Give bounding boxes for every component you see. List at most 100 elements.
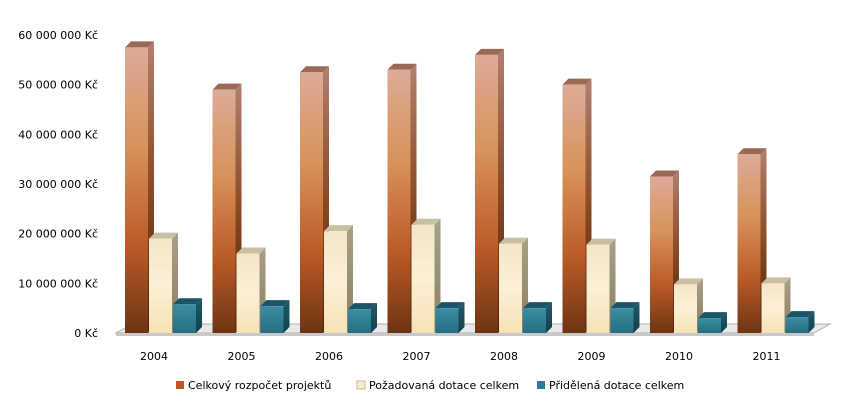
bar-front — [674, 284, 697, 333]
bar-side — [633, 302, 640, 333]
bar-top — [785, 311, 815, 318]
bar-top — [149, 232, 178, 239]
bar-top — [562, 78, 592, 85]
bar-2009-series-2 — [586, 238, 616, 333]
bar-2007-series-3 — [435, 302, 465, 333]
bar-top — [173, 298, 202, 305]
bar-top — [300, 66, 329, 73]
bar-2009-series-1 — [562, 78, 592, 334]
bar-front — [260, 306, 284, 333]
bars — [125, 41, 815, 334]
y-tick-label: 30 000 000 Kč — [18, 178, 98, 191]
bar-front — [499, 243, 522, 333]
legend-item: Přidělená dotace celkem — [537, 379, 684, 392]
bar-top — [674, 278, 703, 285]
y-axis: 0 Kč 10 000 000 Kč 20 000 000 Kč 30 000 000… — [18, 29, 98, 340]
bar-front — [562, 84, 586, 334]
legend: Celkový rozpočet projektů Požadovaná dota… — [176, 379, 684, 392]
x-tick-label: 2008 — [490, 350, 518, 363]
bar-top — [698, 312, 727, 319]
bar-2007-series-2 — [411, 218, 441, 333]
bar-side — [808, 311, 815, 333]
bar-front — [475, 54, 498, 333]
bar-front — [236, 253, 260, 333]
bar-2010-series-3 — [698, 312, 727, 333]
bar-side — [721, 312, 727, 333]
bar-top — [212, 83, 242, 90]
bar-top — [761, 277, 791, 284]
bar-top — [586, 238, 616, 245]
bar-2005-series-3 — [260, 300, 290, 333]
bar-top — [475, 48, 504, 55]
bar-top — [737, 148, 767, 155]
y-tick-label: 0 Kč — [74, 327, 98, 340]
legend-item: Požadovaná dotace celkem — [356, 379, 519, 392]
bar-front — [737, 154, 761, 333]
bar-2004-series-2 — [149, 232, 178, 333]
bar-2008-series-2 — [499, 237, 528, 333]
bar-front — [435, 308, 459, 333]
bar-top — [610, 302, 640, 309]
legend-swatch — [537, 381, 545, 389]
x-tick-label: 2007 — [403, 350, 431, 363]
bar-front — [698, 318, 721, 333]
x-tick-label: 2009 — [578, 350, 606, 363]
bar-front — [785, 317, 809, 333]
bar-top — [411, 218, 441, 225]
bar-2005-series-2 — [236, 247, 266, 333]
bar-front — [650, 176, 673, 333]
bar-top — [324, 225, 353, 232]
bar-2006-series-2 — [324, 225, 353, 333]
bar-front — [387, 69, 411, 334]
bar-top — [348, 303, 377, 310]
bar-front — [523, 308, 546, 333]
bar-side — [196, 298, 202, 333]
bar-front — [149, 238, 172, 333]
bar-side — [458, 302, 465, 333]
legend-swatch — [176, 381, 184, 389]
floor-edge — [116, 333, 814, 336]
bar-front — [610, 308, 634, 333]
bar-2011-series-3 — [785, 311, 815, 333]
bar-2007-series-1 — [387, 63, 417, 334]
bar-front — [761, 283, 785, 333]
x-tick-label: 2006 — [315, 350, 343, 363]
legend-label: Požadovaná dotace celkem — [369, 379, 519, 392]
y-tick-label: 40 000 000 Kč — [18, 128, 98, 141]
x-axis: 2004 2005 2006 2007 2008 2009 2010 2011 — [140, 350, 781, 363]
x-tick-label: 2011 — [753, 350, 781, 363]
bar-front — [300, 72, 323, 333]
bar-front — [411, 224, 435, 333]
x-tick-label: 2010 — [665, 350, 693, 363]
bar-top — [523, 302, 552, 309]
legend-item: Celkový rozpočet projektů — [176, 379, 331, 392]
bar-2004-series-3 — [173, 298, 202, 333]
bar-top — [125, 41, 154, 48]
bar-front — [125, 47, 148, 334]
bar-side — [546, 302, 552, 333]
bar-2009-series-3 — [610, 302, 640, 333]
y-tick-label: 50 000 000 Kč — [18, 79, 98, 92]
y-tick-label: 20 000 000 Kč — [18, 228, 98, 241]
y-tick-label: 10 000 000 Kč — [18, 277, 98, 290]
bar-front — [324, 231, 347, 333]
legend-label: Celkový rozpočet projektů — [188, 379, 331, 392]
legend-label: Přidělená dotace celkem — [549, 379, 684, 392]
bar-side — [434, 218, 441, 333]
legend-swatch — [356, 380, 366, 390]
bar-top — [499, 237, 528, 244]
bar-front — [586, 244, 610, 333]
y-tick-label: 60 000 000 Kč — [18, 29, 98, 42]
x-tick-label: 2004 — [140, 350, 168, 363]
bar-top — [435, 302, 465, 309]
bar-side — [371, 303, 377, 333]
bar-front — [348, 309, 371, 333]
bar-front — [173, 304, 196, 333]
bar-top — [387, 63, 417, 70]
bar-front — [212, 89, 236, 333]
bar-2008-series-3 — [523, 302, 552, 333]
bar-2006-series-3 — [348, 303, 377, 333]
bar-side — [283, 300, 290, 333]
